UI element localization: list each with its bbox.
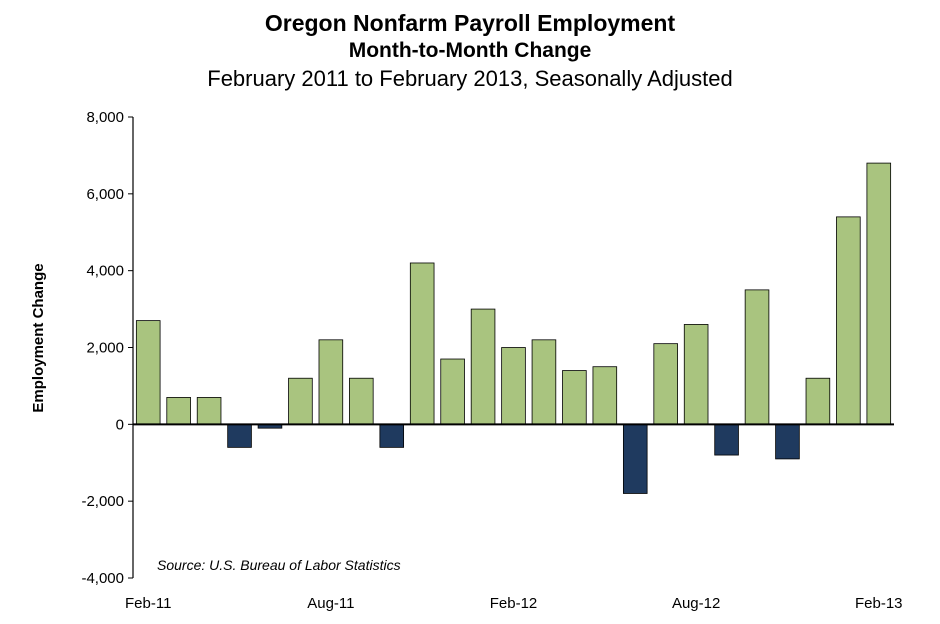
chart-subtitle-range: February 2011 to February 2013, Seasonal…: [207, 66, 733, 91]
bar-Feb-12: [501, 347, 526, 425]
bars-group: [135, 162, 892, 494]
bar-Dec-12: [805, 377, 831, 425]
bar-Aug-11: [318, 339, 344, 425]
bar-Oct-12: [744, 289, 770, 425]
bar-Sep-12: [714, 423, 739, 456]
bar-Dec-11: [440, 358, 465, 425]
bar-Apr-12: [562, 370, 587, 425]
bar-Sep-11: [349, 377, 374, 425]
y-ticks-group: 8,000 6,000 4,000 2,000 0 -2,000 -4,000: [81, 109, 133, 587]
chart-subtitle: Month-to-Month Change: [348, 39, 592, 62]
bar-Feb-11: [135, 320, 161, 425]
x-tick-label: Aug-11: [307, 595, 354, 612]
y-tick-label: 4,000: [86, 263, 124, 280]
bar-Jun-12: [622, 423, 648, 494]
bar-Mar-11: [166, 397, 191, 425]
y-tick-label: 0: [116, 416, 124, 433]
bar-Apr-11: [196, 397, 222, 425]
x-tick-label: Feb-11: [125, 595, 171, 612]
y-tick-label: -4,000: [81, 570, 124, 587]
y-tick-label: -2,000: [81, 493, 124, 510]
bar-Jan-13: [836, 216, 861, 425]
y-tick-label: 2,000: [86, 340, 124, 357]
bar-Oct-11: [379, 423, 405, 448]
x-tick-label: Feb-12: [490, 595, 538, 612]
bar-May-12: [592, 366, 618, 425]
y-tick-label: 8,000: [86, 109, 124, 126]
y-axis-label: Employment Change: [30, 263, 47, 412]
bar-Nov-11: [409, 262, 435, 425]
bar-Mar-12: [531, 339, 557, 425]
source-note: Source: U.S. Bureau of Labor Statistics: [157, 557, 401, 573]
x-tick-label: Aug-12: [672, 595, 720, 612]
bar-Jul-12: [653, 343, 678, 425]
bar-Aug-12: [683, 324, 709, 425]
x-tick-label: Feb-13: [855, 595, 903, 612]
bar-Feb-13: [866, 162, 892, 425]
bar-Jul-11: [288, 377, 313, 425]
bar-Nov-12: [775, 423, 800, 460]
bar-May-11: [227, 423, 252, 448]
x-ticks-group: Feb-11 Aug-11 Feb-12 Aug-12 Feb-13: [125, 595, 903, 612]
bar-Jan-12: [470, 308, 496, 425]
y-tick-label: 6,000: [86, 186, 124, 203]
chart-title: Oregon Nonfarm Payroll Employment: [264, 10, 676, 36]
